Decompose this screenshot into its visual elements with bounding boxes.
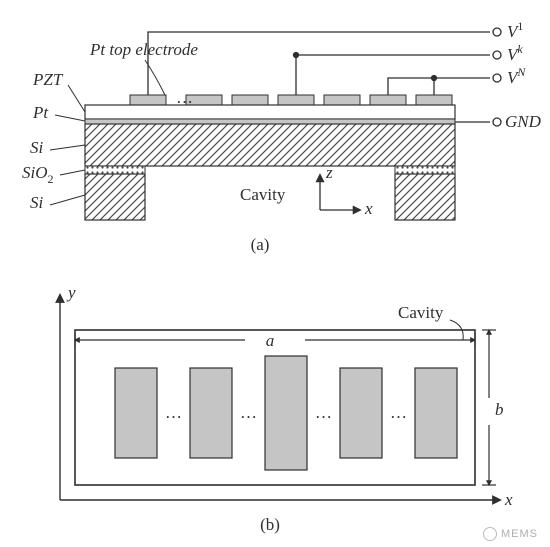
part-b: x y Cavity a b … … … … (b) [60,283,513,534]
caption-a: (a) [251,235,270,254]
watermark-icon [483,527,497,541]
svg-text:…: … [315,403,332,422]
watermark: MEMS [483,527,538,541]
axis-x-a: x [364,199,373,218]
cavity-label-b: Cavity [398,303,444,322]
axis-x-b: x [504,490,513,509]
vN-label: VN [507,65,526,87]
pt-layer [85,119,455,124]
top-electrodes: … [130,88,452,107]
pt-top-label: Pt top electrode [89,40,198,59]
axis-z-a: z [325,163,333,182]
svg-text:…: … [165,403,182,422]
caption-b: (b) [260,515,280,534]
electrode-ellipsis: … [176,88,193,107]
svg-text:…: … [390,403,407,422]
cavity-label-a: Cavity [240,185,286,204]
si-lower-label: Si [30,193,44,212]
figure-container: V1 Vk VN GND … Pt top electrode PZT Pt S… [0,0,550,547]
watermark-text: MEMS [501,528,538,540]
si-upper-layer [85,124,455,166]
dim-b-label: b [495,400,504,419]
pzt-layer [85,105,455,119]
dim-a-label: a [266,331,275,350]
si-upper-label: Si [30,138,44,157]
si-lower-right [395,174,455,220]
si-lower-left [85,174,145,220]
figure-svg: V1 Vk VN GND … Pt top electrode PZT Pt S… [0,0,550,547]
svg-text:…: … [240,403,257,422]
sio2-right [395,166,455,174]
part-a: V1 Vk VN GND … Pt top electrode PZT Pt S… [22,19,542,254]
pzt-label: PZT [32,70,64,89]
vk-label: Vk [507,42,523,64]
sio2-left [85,166,145,174]
dim-b [482,330,496,485]
axis-y-b: y [66,283,76,302]
sio2-label: SiO2 [22,163,54,186]
v1-label: V1 [507,19,523,41]
pt-label: Pt [32,103,49,122]
gnd-label: GND [505,112,542,131]
